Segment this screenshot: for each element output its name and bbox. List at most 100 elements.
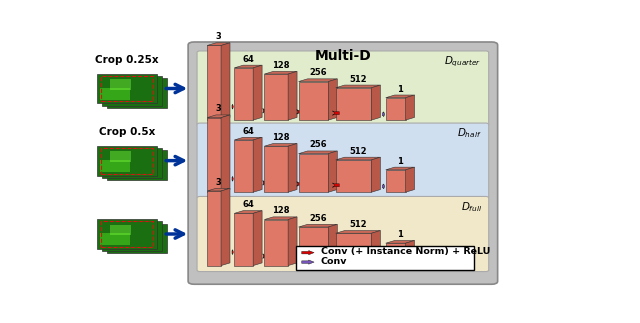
Polygon shape	[234, 65, 262, 68]
Text: 1: 1	[397, 157, 403, 166]
Text: 64: 64	[243, 127, 254, 136]
Bar	[115, 227, 136, 237]
FancyArrow shape	[333, 183, 339, 188]
Bar	[120, 229, 141, 240]
Bar	[108, 150, 167, 180]
Polygon shape	[386, 170, 406, 192]
Bar	[101, 76, 153, 101]
Polygon shape	[221, 43, 230, 120]
Bar	[100, 233, 129, 245]
Bar	[110, 225, 131, 235]
Polygon shape	[253, 211, 262, 266]
FancyArrow shape	[333, 256, 339, 261]
Bar	[110, 92, 140, 104]
Text: $D_{quarter}$: $D_{quarter}$	[444, 55, 482, 69]
Polygon shape	[234, 137, 262, 140]
Polygon shape	[371, 157, 380, 192]
Bar	[102, 148, 162, 178]
Text: $D_{half}$: $D_{half}$	[457, 127, 482, 141]
FancyArrow shape	[297, 109, 299, 114]
Polygon shape	[328, 151, 337, 192]
Bar	[115, 154, 136, 164]
Bar	[110, 151, 131, 162]
Polygon shape	[371, 85, 380, 120]
Polygon shape	[299, 81, 328, 120]
Text: Crop 0.25x: Crop 0.25x	[95, 55, 159, 65]
FancyArrow shape	[297, 255, 299, 260]
FancyArrow shape	[232, 104, 234, 109]
Polygon shape	[336, 85, 380, 88]
Polygon shape	[371, 231, 380, 266]
Text: 64: 64	[243, 200, 254, 209]
Polygon shape	[207, 188, 230, 191]
Polygon shape	[336, 233, 371, 266]
Polygon shape	[288, 71, 297, 120]
Text: 3: 3	[216, 104, 221, 113]
Text: 512: 512	[349, 147, 367, 156]
Polygon shape	[207, 118, 221, 192]
FancyArrow shape	[301, 251, 314, 255]
Bar	[120, 156, 141, 166]
Polygon shape	[207, 115, 230, 118]
Text: Multi-D: Multi-D	[314, 49, 371, 63]
Polygon shape	[234, 214, 253, 266]
Bar	[100, 160, 129, 172]
Polygon shape	[264, 143, 297, 146]
FancyArrow shape	[232, 176, 234, 181]
Polygon shape	[406, 241, 415, 266]
FancyArrow shape	[382, 112, 385, 117]
Polygon shape	[207, 191, 221, 266]
Polygon shape	[406, 167, 415, 192]
Bar	[105, 162, 134, 174]
Text: Crop 0.5x: Crop 0.5x	[99, 127, 156, 137]
Text: 256: 256	[309, 68, 327, 78]
Polygon shape	[299, 227, 328, 266]
Text: Conv (+ Instance Norm) + ReLU: Conv (+ Instance Norm) + ReLU	[321, 247, 490, 256]
Text: 1: 1	[397, 230, 403, 239]
Text: 512: 512	[349, 220, 367, 229]
Text: Conv: Conv	[321, 257, 347, 266]
Polygon shape	[299, 151, 337, 154]
Polygon shape	[264, 74, 288, 120]
Polygon shape	[234, 68, 253, 120]
Bar	[120, 84, 141, 94]
Bar	[102, 76, 162, 106]
Text: 64: 64	[243, 55, 254, 64]
FancyBboxPatch shape	[197, 51, 489, 126]
Bar	[97, 74, 157, 103]
Text: 128: 128	[272, 206, 289, 215]
Polygon shape	[221, 188, 230, 266]
Bar	[115, 81, 136, 92]
Polygon shape	[234, 211, 262, 214]
FancyArrow shape	[263, 180, 264, 185]
Text: 3: 3	[216, 32, 221, 41]
Polygon shape	[299, 79, 337, 81]
Text: 128: 128	[272, 133, 289, 142]
FancyBboxPatch shape	[197, 196, 489, 272]
Text: 256: 256	[309, 214, 327, 223]
Polygon shape	[264, 220, 288, 266]
Polygon shape	[336, 88, 371, 120]
Polygon shape	[207, 43, 230, 46]
Bar	[97, 146, 157, 176]
Polygon shape	[336, 160, 371, 192]
FancyArrow shape	[382, 257, 385, 262]
Bar	[100, 88, 129, 100]
Text: 3: 3	[216, 178, 221, 187]
FancyArrow shape	[297, 182, 299, 186]
Polygon shape	[264, 71, 297, 74]
FancyArrow shape	[263, 108, 264, 113]
Polygon shape	[336, 231, 380, 233]
Polygon shape	[253, 65, 262, 120]
Bar	[110, 238, 140, 250]
Polygon shape	[288, 143, 297, 192]
Polygon shape	[406, 95, 415, 120]
Polygon shape	[386, 98, 406, 120]
FancyArrow shape	[301, 260, 314, 264]
Polygon shape	[386, 167, 415, 170]
Polygon shape	[264, 217, 297, 220]
Polygon shape	[299, 224, 337, 227]
FancyArrow shape	[382, 184, 385, 189]
Text: 512: 512	[349, 75, 367, 84]
Bar	[296, 246, 474, 270]
